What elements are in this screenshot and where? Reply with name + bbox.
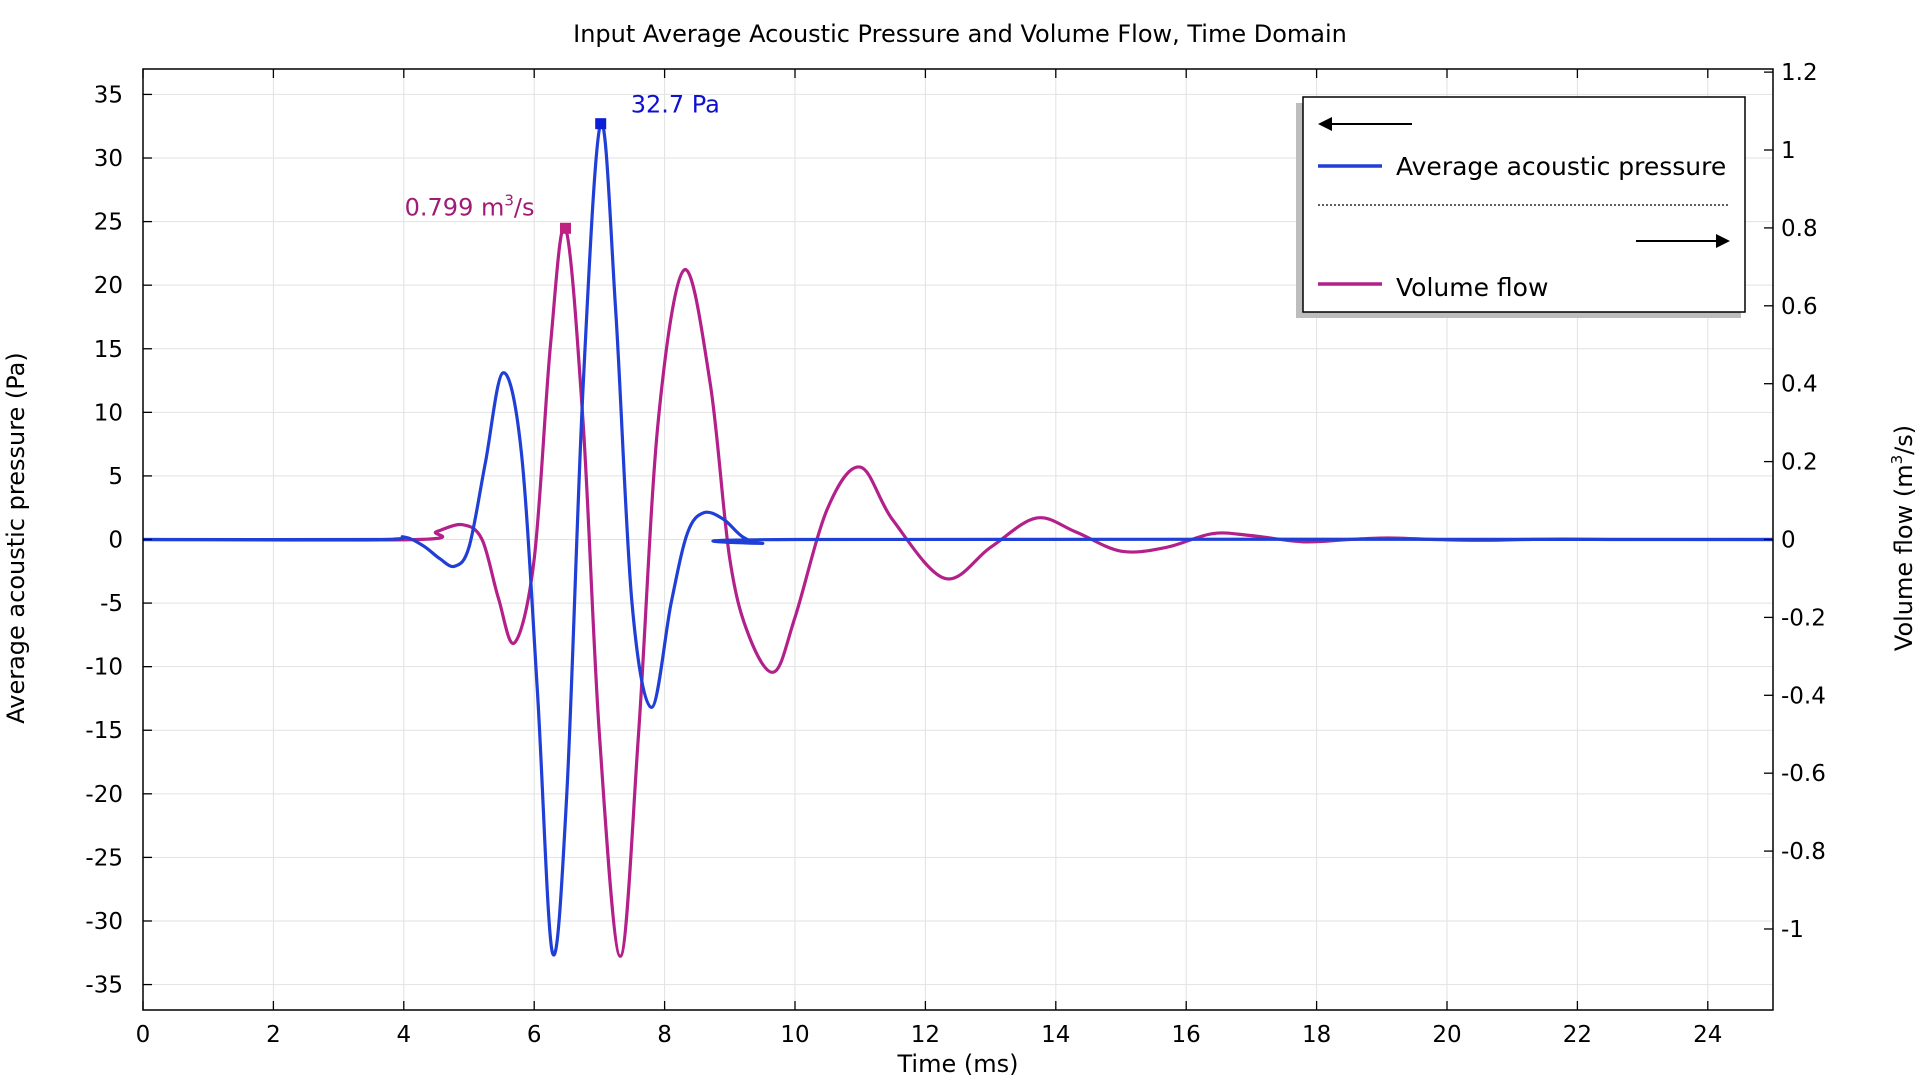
y-right-tick-label: 0.4 (1781, 372, 1818, 398)
x-tick-label: 22 (1563, 1022, 1592, 1048)
y-right-tick-label: 0 (1781, 528, 1796, 554)
y-left-tick-label: -30 (85, 909, 123, 935)
series-line-pressure (142, 121, 1774, 957)
y-left-tick-label: 10 (94, 400, 123, 426)
y-left-tick-label: 5 (108, 464, 123, 490)
y-right-label-end: /s) (1890, 425, 1918, 455)
y-right-tick-label: 1.2 (1781, 60, 1818, 86)
chart-title: Input Average Acoustic Pressure and Volu… (573, 20, 1347, 48)
y-left-tick-label: -25 (85, 845, 123, 871)
y-left-axis-label: Average acoustic pressure (Pa) (2, 352, 30, 724)
x-tick-label: 0 (136, 1022, 151, 1048)
y-left-tick-label: 0 (108, 528, 123, 554)
y-left-tick-label: -20 (85, 782, 123, 808)
x-tick-label: 18 (1302, 1022, 1331, 1048)
y-left-axis-ticks: 35 30 25 20 15 10 5 0 -5 -10 -15 -20 -25 -30 -35 (85, 82, 152, 999)
y-left-tick-label: -15 (85, 718, 123, 744)
x-tick-label: 2 (266, 1022, 281, 1048)
y-left-tick-label: 30 (94, 146, 123, 172)
y-right-tick-label: 0.8 (1781, 216, 1818, 242)
series-layer (142, 121, 1774, 958)
y-left-tick-label: 15 (94, 337, 123, 363)
x-tick-label: 24 (1693, 1022, 1722, 1048)
y-right-tick-label: 0.6 (1781, 294, 1818, 320)
x-axis-label: Time (ms) (897, 1050, 1019, 1078)
y-right-tick-label: -0.6 (1781, 761, 1826, 787)
x-axis-ticks: 0 2 4 6 8 10 12 14 16 18 20 22 24 (136, 69, 1722, 1048)
legend-label-pressure: Average acoustic pressure (1396, 152, 1726, 181)
x-tick-label: 20 (1432, 1022, 1461, 1048)
legend-label-volume-flow: Volume flow (1396, 273, 1548, 302)
y-left-tick-label: -35 (85, 973, 123, 999)
x-tick-label: 12 (911, 1022, 940, 1048)
legend: Average acoustic pressure Volume flow (1296, 96, 1746, 318)
peak-marker-volume-flow (559, 222, 571, 234)
y-left-tick-label: 20 (94, 273, 123, 299)
y-right-tick-label: 1 (1781, 138, 1796, 164)
peak-marker-pressure (595, 118, 607, 130)
y-right-label-main: Volume flow (m (1890, 464, 1918, 651)
y-right-tick-label: -0.4 (1781, 683, 1826, 709)
y-right-label-sup: 3 (1888, 455, 1906, 465)
y-right-tick-label: -0.2 (1781, 605, 1826, 631)
y-left-tick-label: 35 (94, 82, 123, 108)
peak-label-volume-flow: 0.799 m3/s (405, 191, 535, 221)
y-right-axis-label: Volume flow (m3/s) (1888, 425, 1918, 651)
x-tick-label: 4 (396, 1022, 411, 1048)
peak-label-pressure: 32.7 Pa (631, 91, 720, 119)
y-left-tick-label: -5 (100, 591, 123, 617)
x-tick-label: 14 (1041, 1022, 1070, 1048)
y-left-tick-label: 25 (94, 210, 123, 236)
x-tick-label: 8 (657, 1022, 672, 1048)
annotation-layer: 32.7 Pa 0.799 m3/s (405, 91, 720, 234)
x-tick-label: 6 (527, 1022, 542, 1048)
legend-left-axis-arrow (1318, 117, 1412, 131)
y-left-tick-label: -10 (85, 655, 123, 681)
x-tick-label: 10 (780, 1022, 809, 1048)
legend-right-axis-arrow (1636, 234, 1730, 248)
x-tick-label: 16 (1172, 1022, 1201, 1048)
y-right-tick-label: 0.2 (1781, 450, 1818, 476)
y-right-tick-label: -0.8 (1781, 839, 1826, 865)
y-right-axis-ticks: 1.2 1 0.8 0.6 0.4 0.2 0 -0.2 -0.4 -0.6 -0.8 -1 (1764, 60, 1826, 943)
y-right-tick-label: -1 (1781, 917, 1804, 943)
